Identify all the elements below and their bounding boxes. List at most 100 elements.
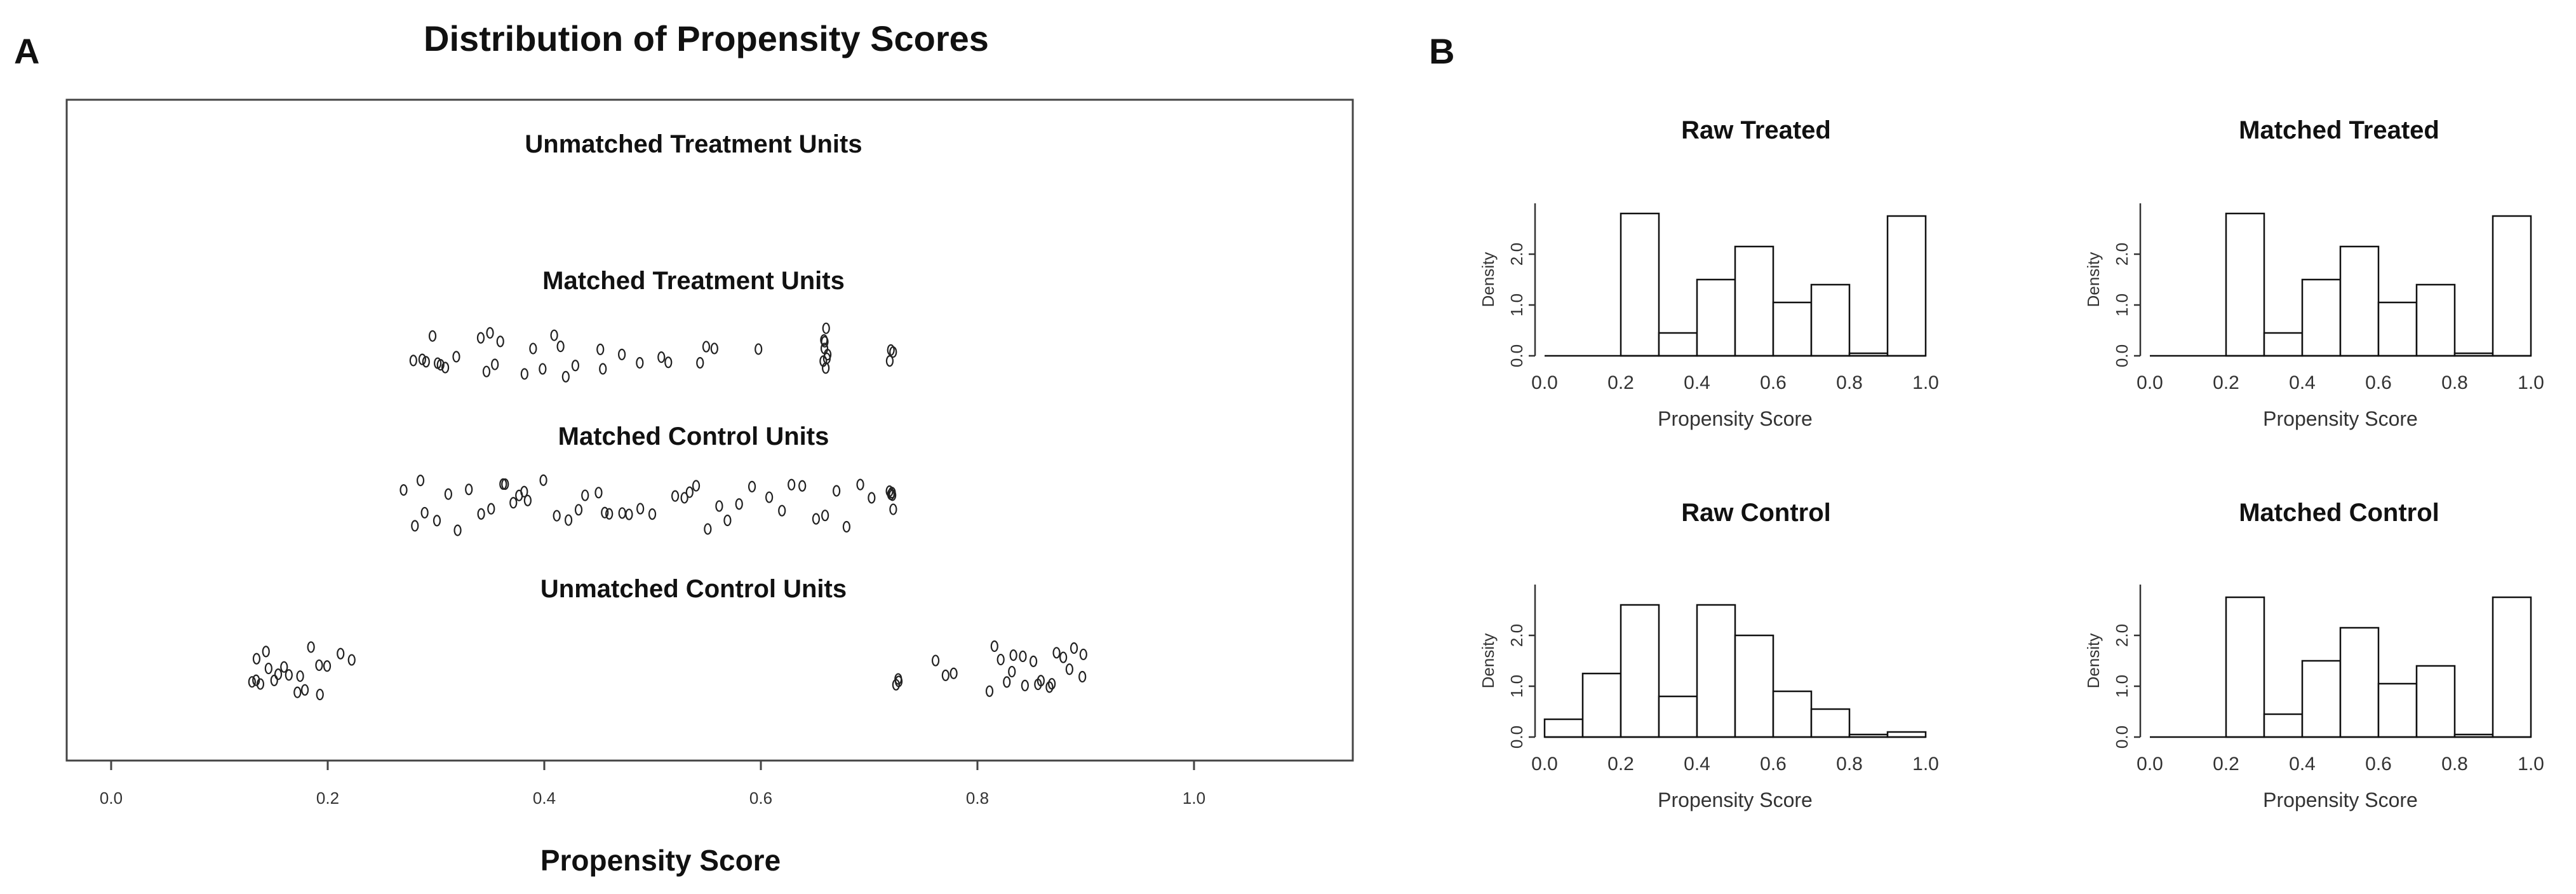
histogram-x-tick-label: 0.0 — [1531, 372, 1558, 393]
data-point — [812, 513, 821, 525]
panel-a-groups: Unmatched Treatment Units Matched Treatme… — [248, 130, 1087, 701]
data-point — [778, 505, 786, 517]
histogram-bar — [2225, 212, 2265, 357]
data-point — [1065, 663, 1073, 675]
data-point — [1048, 678, 1056, 690]
histogram-bar — [1810, 708, 1851, 738]
data-point — [420, 506, 429, 519]
histogram-bar — [2339, 626, 2380, 738]
data-point — [539, 363, 547, 375]
histogram-bar — [1696, 604, 1736, 738]
histogram-bar — [1772, 690, 1813, 738]
panel-a-x-axis-label: Propensity Score — [540, 844, 781, 877]
histogram-x-tick-label: 0.2 — [2213, 754, 2239, 775]
histogram-x-tick-label: 0.8 — [2441, 372, 2468, 393]
histogram-bar — [1620, 212, 1660, 357]
data-point — [422, 356, 430, 368]
histogram-bar — [2377, 682, 2418, 738]
histogram-bar — [1658, 332, 1698, 357]
data-point — [539, 474, 547, 486]
histogram-y-axis-label: Density — [1479, 633, 1498, 689]
data-point — [323, 660, 332, 672]
data-point — [496, 335, 504, 348]
panel-a-group-label: Matched Control Units — [558, 423, 829, 450]
histogram-title: Raw Control — [1681, 499, 1831, 527]
data-point — [599, 363, 607, 375]
data-point — [482, 365, 491, 377]
histogram-bar — [1772, 301, 1813, 357]
data-point — [316, 688, 324, 701]
data-point — [315, 659, 323, 672]
histogram-bar — [1734, 634, 1774, 738]
data-point — [596, 343, 605, 355]
panel-b-histograms: Raw Treated 0.0 1.0 2.0 Density 0.0 0.2 0.4 0.6 0… — [1479, 116, 2544, 811]
data-point — [296, 670, 304, 682]
histogram-x-axis-label: Propensity Score — [1658, 407, 1813, 430]
data-point — [735, 498, 743, 510]
panel-a-group: Unmatched Treatment Units — [525, 130, 862, 158]
data-point — [821, 335, 829, 348]
data-point — [453, 524, 462, 536]
histogram-x-tick-label: 0.4 — [1684, 754, 1710, 775]
data-point — [416, 475, 425, 487]
data-point — [337, 647, 345, 660]
data-point — [487, 503, 495, 515]
panel-b-letter: B — [1429, 31, 1454, 71]
histogram-x-axis-label: Propensity Score — [1658, 789, 1813, 811]
data-point — [894, 673, 902, 685]
data-point — [949, 667, 958, 679]
histogram-bar — [1810, 283, 1851, 357]
histogram-x-tick-label: 0.6 — [1760, 754, 1787, 775]
data-point — [821, 510, 829, 522]
histogram-bar — [2301, 660, 2342, 738]
data-point — [248, 676, 256, 688]
histogram-x-tick-label: 0.8 — [2441, 754, 2468, 775]
histogram-x-tick-label: 1.0 — [1912, 372, 1939, 393]
histogram-bar — [1886, 215, 1927, 357]
panel-a-group: Unmatched Control Units — [248, 575, 1087, 701]
data-point — [990, 640, 998, 653]
data-point — [1078, 670, 1087, 683]
data-point — [605, 508, 614, 520]
histogram-bar — [2301, 278, 2342, 357]
data-point — [636, 503, 645, 515]
histogram-x-tick-label: 1.0 — [2518, 372, 2544, 393]
histogram-bar — [1581, 672, 1622, 738]
panel-a-group: Matched Control Units — [399, 423, 897, 536]
data-point — [476, 332, 485, 344]
data-point — [856, 478, 864, 491]
histogram-panel: Raw Treated 0.0 1.0 2.0 Density 0.0 0.2 0.4 0.6 0… — [1479, 116, 1939, 430]
histogram-title: Matched Treated — [2239, 116, 2439, 144]
data-point — [399, 484, 408, 496]
data-point — [411, 520, 419, 532]
data-point — [274, 668, 283, 681]
data-point — [523, 494, 532, 506]
data-point — [618, 507, 626, 519]
data-point — [452, 351, 460, 363]
histogram-x-tick-label: 1.0 — [2518, 754, 2544, 775]
histogram-x-tick-label: 0.4 — [1684, 372, 1710, 393]
data-point — [755, 343, 763, 355]
data-point — [571, 360, 580, 372]
histogram-x-tick-label: 0.6 — [2365, 754, 2392, 775]
data-point — [822, 352, 831, 365]
data-point — [262, 646, 270, 658]
histogram-y-tick-label: 2.0 — [2112, 624, 2131, 647]
panel-a-x-axis: 0.0 0.2 0.4 0.6 0.8 1.0 — [100, 761, 1205, 808]
panel-a-group-label: Matched Treatment Units — [542, 267, 845, 295]
histogram-bar — [2415, 665, 2456, 738]
panel-a-group-label: Unmatched Control Units — [540, 575, 847, 603]
data-point — [710, 342, 718, 355]
data-point — [252, 674, 260, 686]
panel-a-title: Distribution of Propensity Scores — [424, 18, 989, 58]
data-point — [822, 322, 830, 334]
histogram-y-tick-label: 1.0 — [1507, 294, 1526, 316]
data-point — [1036, 675, 1045, 687]
data-point — [889, 503, 897, 515]
histogram-x-tick-label: 0.4 — [2289, 754, 2316, 775]
histogram-title: Raw Treated — [1681, 116, 1831, 144]
data-point — [1009, 649, 1017, 661]
data-point — [601, 506, 609, 518]
data-point — [256, 678, 265, 690]
data-point — [996, 653, 1005, 666]
